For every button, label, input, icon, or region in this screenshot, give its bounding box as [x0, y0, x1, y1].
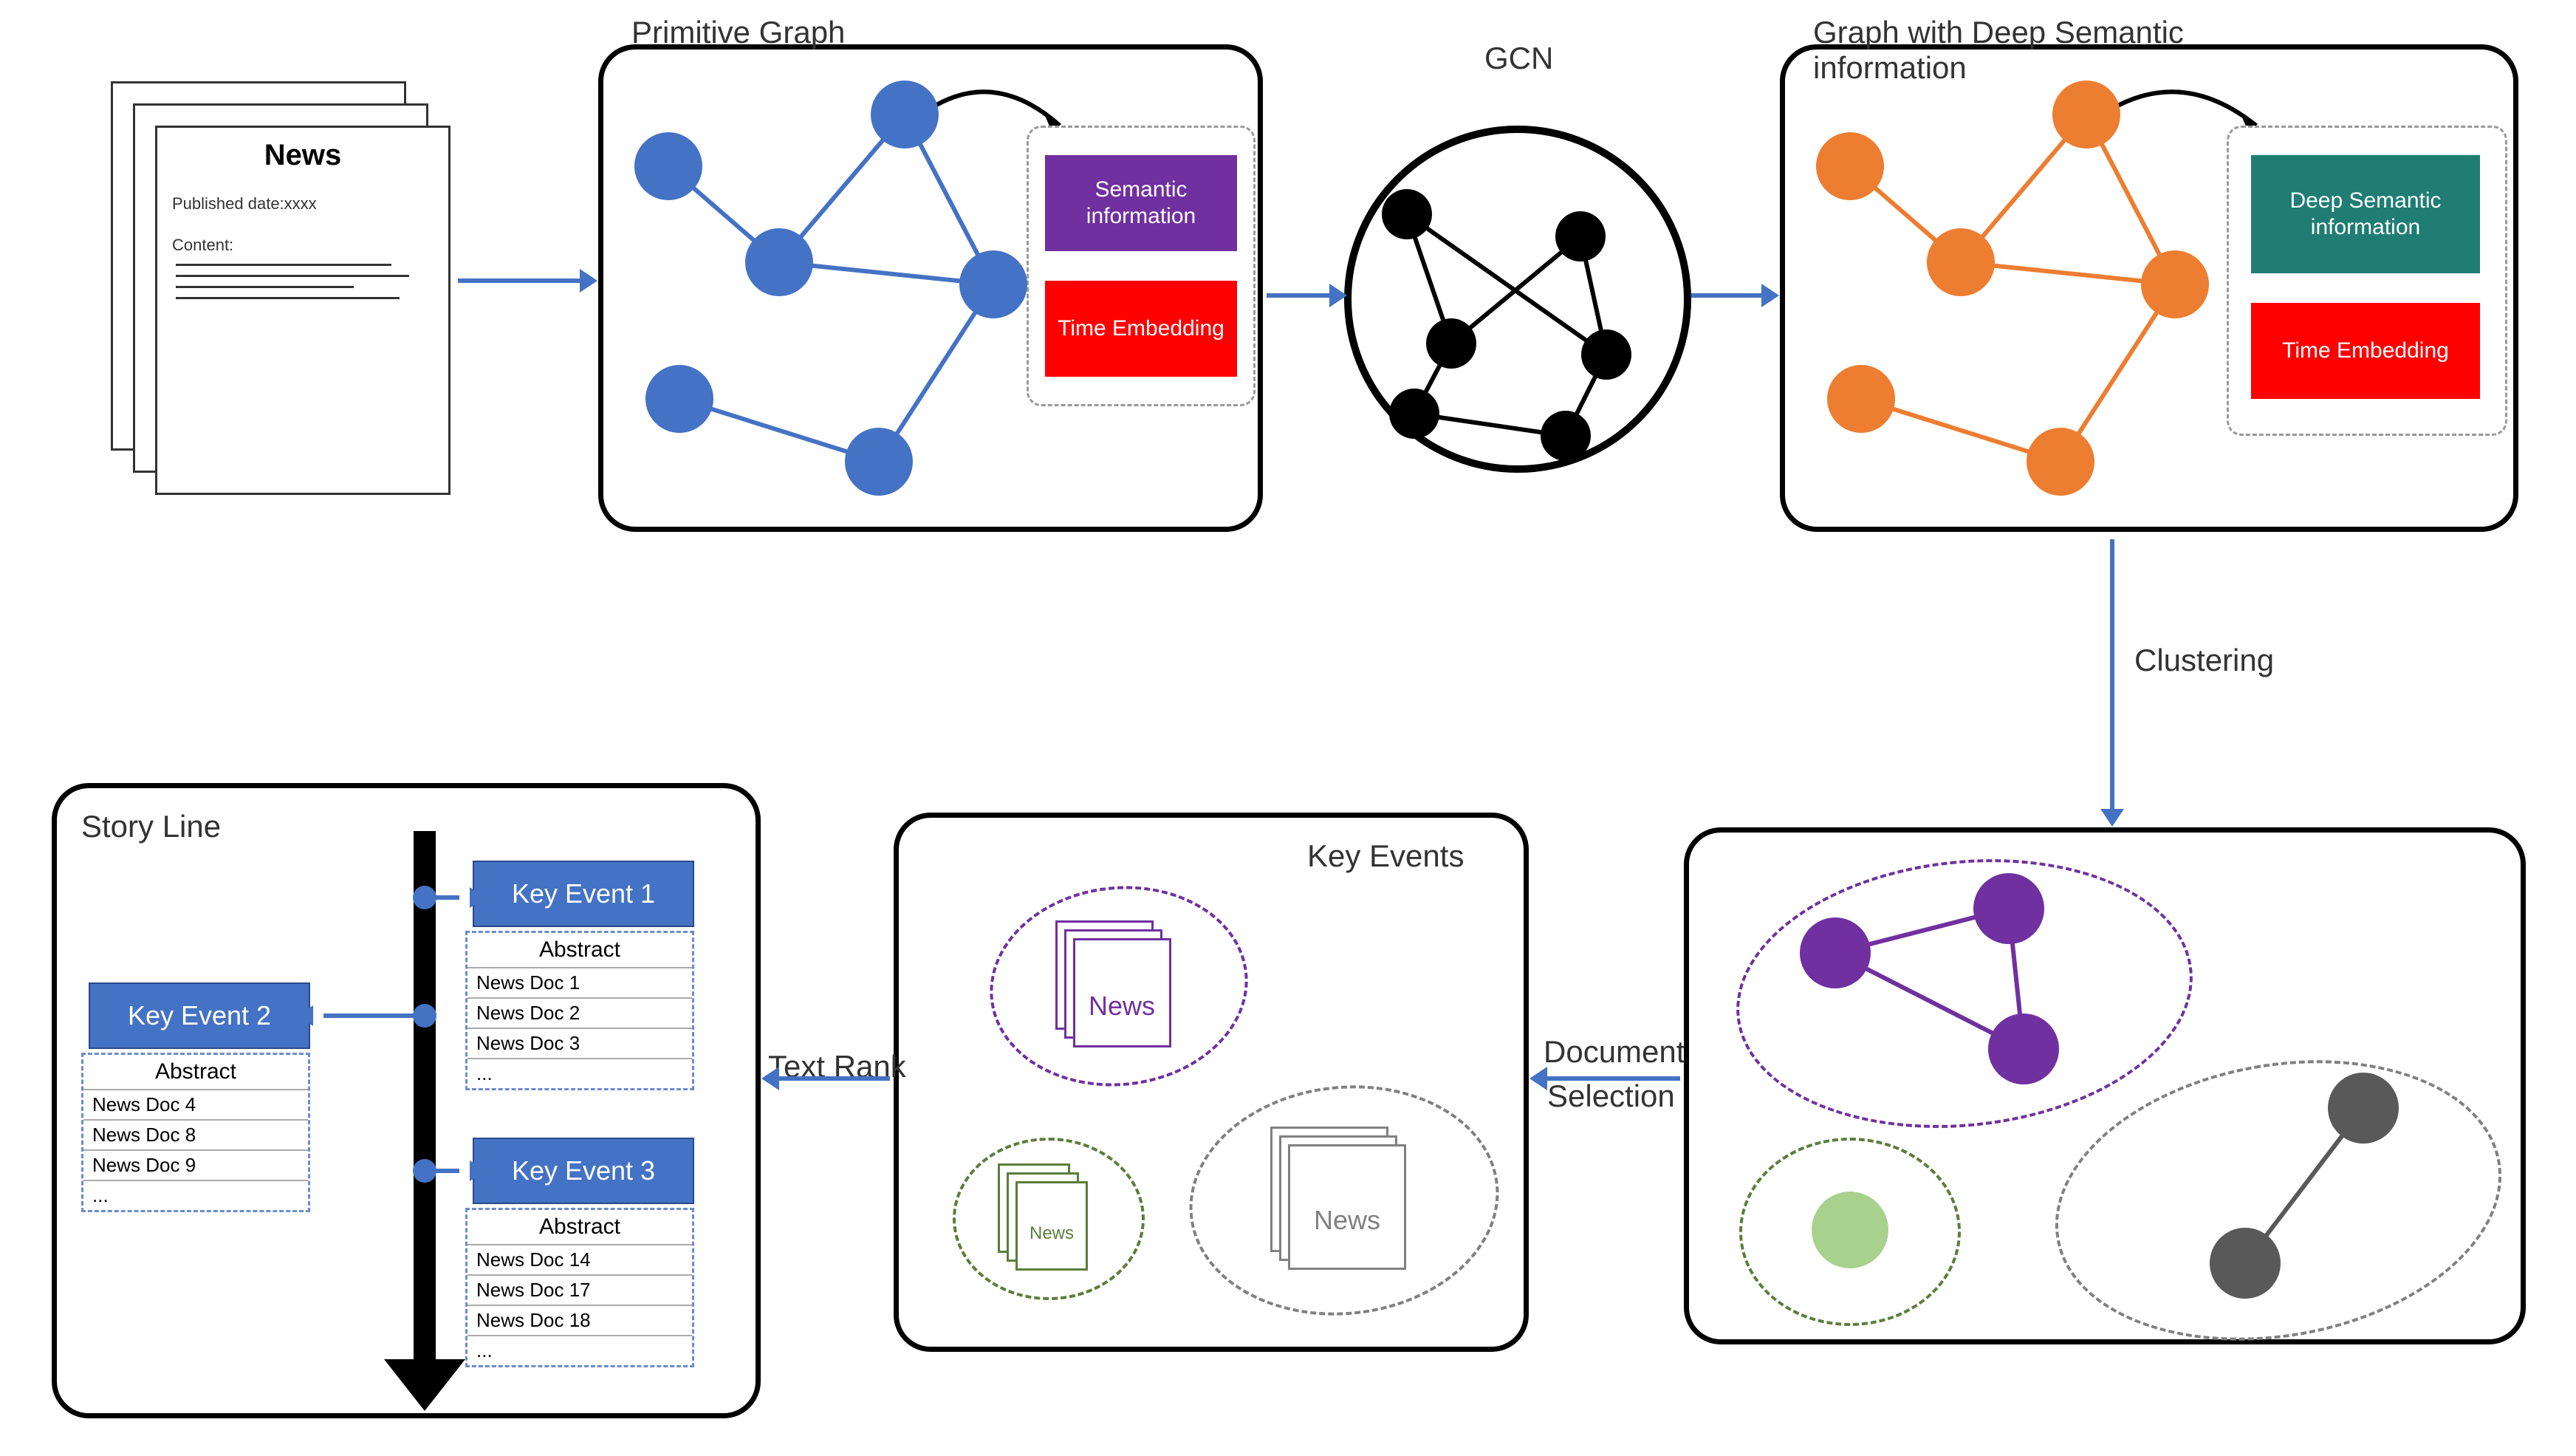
- gcn-node: [1581, 329, 1631, 380]
- abstract-header: Abstract: [467, 1210, 692, 1244]
- abstract-doc-row: News Doc 3: [467, 1028, 692, 1058]
- arrowhead-icon: [1530, 1067, 1547, 1090]
- deep-node: [1927, 228, 1995, 296]
- abstract-doc-row: ...: [83, 1180, 308, 1210]
- deep-node: [1816, 132, 1884, 200]
- cluster-node: [1800, 917, 1871, 988]
- flow-arrow: [1267, 293, 1329, 298]
- arrowhead-icon: [2100, 809, 2124, 827]
- gcn-node: [1555, 211, 1606, 262]
- news-label: News: [1015, 1223, 1089, 1244]
- abstract-doc-row: ...: [467, 1335, 692, 1365]
- abstract-doc-row: ...: [467, 1058, 692, 1088]
- abstract-doc-row: News Doc 17: [467, 1274, 692, 1305]
- abstract-doc-row: News Doc 9: [83, 1149, 308, 1180]
- dynamic-render-root: News News News Key Event 1 Key Event 2 Key Ev…: [0, 0, 2576, 1456]
- abstract-doc-row: News Doc 1: [467, 967, 692, 997]
- cluster-node: [1812, 1192, 1888, 1268]
- abstract-doc-row: News Doc 14: [467, 1244, 692, 1274]
- abstract-header: Abstract: [467, 933, 692, 967]
- arrowhead-icon: [1761, 284, 1779, 307]
- arrowhead-icon: [1329, 284, 1347, 307]
- gcn-node: [1541, 411, 1591, 461]
- deep-node: [2027, 428, 2094, 496]
- arrowhead-icon: [761, 1067, 779, 1090]
- arrowhead-icon: [297, 1005, 313, 1026]
- arrowhead-icon: [580, 269, 597, 293]
- cluster-ellipse: [1723, 838, 2206, 1150]
- primitive-node: [745, 228, 813, 296]
- abstract-header: Abstract: [83, 1055, 308, 1089]
- cluster-node: [2328, 1073, 2399, 1144]
- news-label: News: [1073, 991, 1171, 1022]
- abstract-doc-row: News Doc 4: [83, 1089, 308, 1119]
- primitive-node: [871, 81, 939, 148]
- connector-line: [425, 1169, 459, 1173]
- cluster-node: [2210, 1228, 2281, 1299]
- abstract-doc-row: News Doc 8: [83, 1119, 308, 1149]
- abstract-doc-row: News Doc 2: [467, 997, 692, 1028]
- abstract-doc-row: News Doc 18: [467, 1305, 692, 1335]
- flow-arrow: [1691, 293, 1761, 298]
- gcn-node: [1426, 318, 1476, 369]
- key-event-card: Key Event 3: [473, 1138, 694, 1204]
- arrowhead-icon: [470, 1161, 486, 1181]
- abstract-box: AbstractNews Doc 4News Doc 8News Doc 9..…: [81, 1053, 310, 1212]
- key-event-card: Key Event 1: [473, 861, 694, 927]
- primitive-node: [959, 250, 1027, 318]
- key-event-card: Key Event 2: [89, 982, 310, 1049]
- deep-node: [2052, 81, 2120, 148]
- flow-arrow: [779, 1076, 890, 1081]
- arrowhead-icon: [470, 887, 486, 908]
- abstract-box: AbstractNews Doc 1News Doc 2News Doc 3..…: [465, 931, 694, 1090]
- primitive-node: [645, 365, 713, 433]
- gcn-node: [1382, 189, 1432, 239]
- flow-arrow: [1547, 1076, 1680, 1081]
- abstract-box: AbstractNews Doc 14News Doc 17News Doc 1…: [465, 1208, 694, 1367]
- news-label: News: [1288, 1205, 1406, 1236]
- deep-node: [1827, 365, 1895, 433]
- flow-arrow: [2110, 539, 2114, 809]
- primitive-node: [845, 428, 913, 496]
- deep-node: [2141, 250, 2209, 318]
- primitive-node: [634, 132, 702, 200]
- gcn-node: [1389, 389, 1439, 439]
- connector-line: [425, 895, 459, 900]
- cluster-node: [1973, 873, 2044, 944]
- flow-arrow: [458, 278, 580, 283]
- connector-line: [323, 1014, 425, 1018]
- cluster-node: [1988, 1014, 2059, 1084]
